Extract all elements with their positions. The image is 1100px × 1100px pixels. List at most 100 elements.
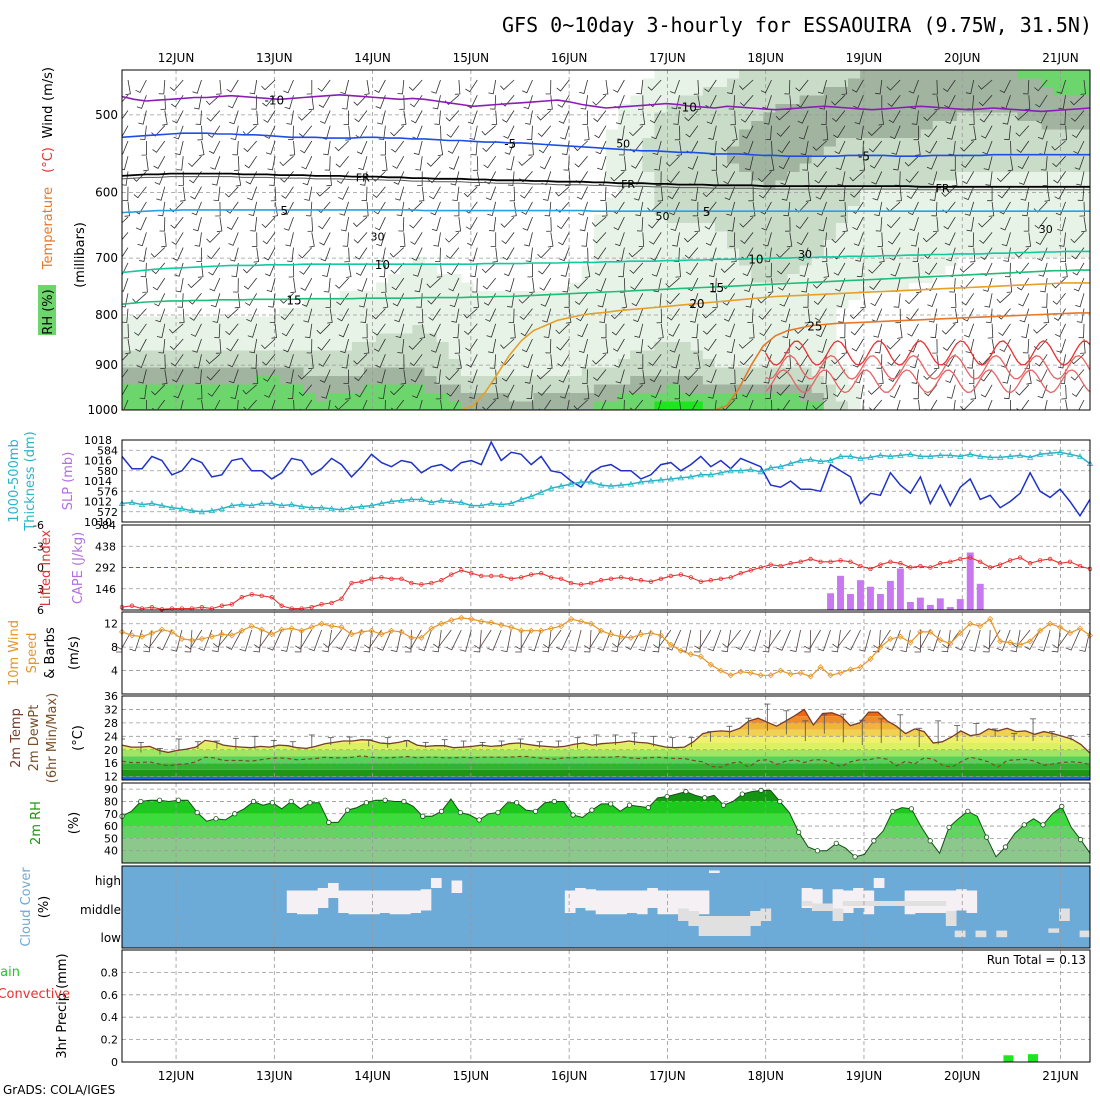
rh-cell [848, 265, 861, 275]
precip-panel: 00.20.40.60.8 Run Total = 0.13 3hr Preci… [0, 949, 1091, 1069]
rh-cell [1065, 231, 1079, 241]
surface-wind-barb [542, 629, 552, 653]
wind-barb [501, 369, 515, 382]
wind-barb [1038, 262, 1048, 277]
rh-cell [400, 342, 413, 352]
wind-barb [979, 232, 993, 244]
rh-cell [908, 70, 922, 80]
rh-cell [690, 240, 704, 250]
wind-barb [287, 125, 294, 141]
wind-barb [503, 384, 515, 398]
rh-cell [339, 291, 353, 301]
wind-barb [346, 262, 352, 278]
wind-barb [749, 201, 756, 217]
wind-barb [210, 156, 221, 170]
wind-speed-marker [767, 672, 774, 679]
wind-barb [758, 186, 772, 199]
rh-cell [775, 95, 789, 105]
rh-cell [654, 95, 668, 105]
wind-barb [911, 110, 919, 125]
thickness-marker [248, 502, 255, 508]
thickness-marker [647, 477, 655, 484]
wind-barb [390, 399, 405, 410]
temperature-band [201, 736, 1079, 744]
thickness-marker [737, 467, 744, 474]
wind-barb [171, 232, 184, 245]
rh-cell [908, 87, 922, 97]
thickness-marker [827, 457, 834, 463]
wind-barb [706, 110, 717, 125]
wind-barb [172, 369, 184, 383]
wind-barb [684, 369, 699, 381]
cloud-cell [286, 890, 298, 913]
rh-cell [714, 367, 728, 377]
rh-cell [557, 299, 571, 309]
rh-cell [714, 214, 728, 224]
wind-barb [243, 262, 257, 274]
wind-barb [355, 384, 368, 398]
rh-cell [291, 325, 305, 335]
wind-barb [489, 95, 497, 110]
rh-cell [122, 367, 135, 377]
rh-cell [618, 214, 631, 224]
rh-cell [654, 189, 668, 199]
rh-cell [908, 189, 922, 199]
rh-cell [593, 274, 607, 284]
rh-cell [303, 342, 317, 352]
rh-cell [412, 342, 426, 352]
rh-cell [908, 248, 922, 258]
cloud-cell [832, 889, 844, 911]
rh-tick: 50 [104, 832, 118, 845]
wind-barb [891, 140, 901, 155]
wind-barb [1041, 293, 1048, 308]
cloud-cell [975, 930, 987, 938]
rh-cell [581, 393, 595, 403]
cloud-cell [297, 890, 308, 915]
rh-cell [339, 333, 353, 343]
wind-barb [667, 186, 680, 200]
rh-cell [497, 291, 510, 301]
rh-cell [908, 146, 922, 156]
rh-cell [267, 393, 280, 403]
wind-barb [354, 110, 368, 123]
rh2m-marker [890, 808, 896, 814]
surface-wind-barb [625, 629, 642, 650]
wind-barb [1056, 79, 1066, 94]
wind-barb [139, 384, 147, 400]
wind-barb [875, 79, 883, 95]
rh-cell [388, 350, 401, 360]
wind-barb [536, 110, 552, 121]
rh-cell [884, 78, 897, 88]
rh-cell [956, 223, 970, 233]
rh-cell [618, 129, 631, 139]
rh-cell [666, 248, 680, 258]
rh-cell [339, 342, 353, 352]
rh-cell [315, 350, 329, 360]
rh-cell [727, 308, 740, 318]
lifted-index-marker [219, 603, 224, 608]
wind-barb [821, 110, 827, 125]
rh-cell [521, 393, 534, 403]
wind-barb [619, 140, 625, 156]
wind-barb [781, 186, 791, 201]
rh-cell [642, 95, 655, 105]
rh-cell [521, 308, 534, 318]
rh2m-line [121, 789, 1091, 858]
rh-cell [1029, 180, 1043, 190]
freezing-level-contour [122, 176, 1090, 191]
rh-cell [848, 291, 861, 301]
rh-cell [896, 104, 910, 114]
thickness-marker [228, 502, 235, 508]
rh-cell [751, 146, 764, 156]
thickness-marker [1046, 449, 1054, 456]
wind-barb [1015, 247, 1030, 258]
rh-cell [811, 308, 825, 318]
wind-barb [390, 125, 405, 137]
wind-barb [529, 278, 535, 293]
wind-barb [924, 262, 938, 276]
thickness-marker [128, 499, 136, 505]
wind-barb [1034, 216, 1048, 229]
rh-cell [969, 146, 982, 156]
rh-cell [993, 189, 1006, 199]
rh-cell [533, 316, 547, 326]
